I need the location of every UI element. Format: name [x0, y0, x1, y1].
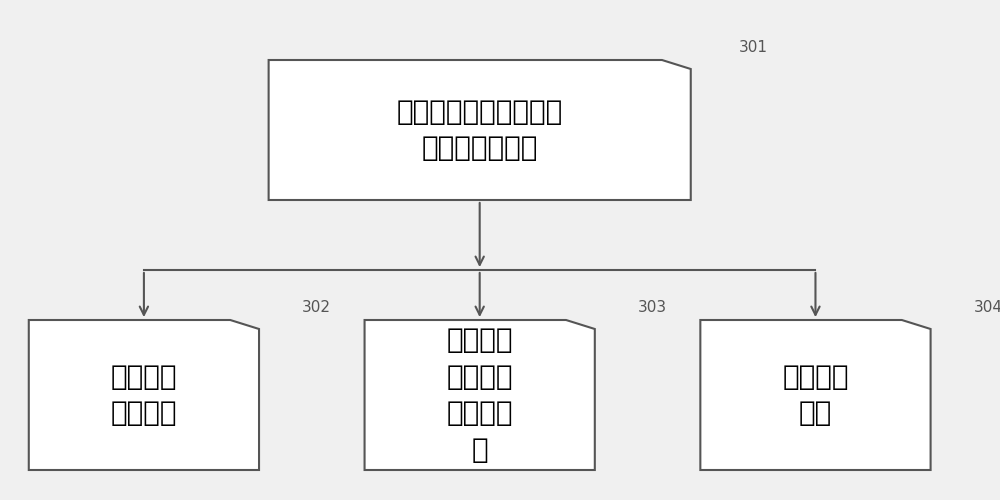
- Text: 303: 303: [638, 300, 667, 315]
- Text: 302: 302: [302, 300, 331, 315]
- Text: 预测最佳
路径: 预测最佳 路径: [782, 362, 849, 428]
- Text: 304: 304: [974, 300, 1000, 315]
- Text: 计算剩余
行驶里程: 计算剩余 行驶里程: [111, 362, 177, 428]
- Text: 预测待测路径的不同路
段的平均能耗値: 预测待测路径的不同路 段的平均能耗値: [397, 98, 563, 162]
- Polygon shape: [29, 320, 259, 470]
- Polygon shape: [269, 60, 691, 200]
- Polygon shape: [700, 320, 931, 470]
- Polygon shape: [365, 320, 595, 470]
- Text: 计算抵达
目的地时
的剩余电
量: 计算抵达 目的地时 的剩余电 量: [446, 326, 513, 464]
- Text: 301: 301: [739, 40, 768, 55]
